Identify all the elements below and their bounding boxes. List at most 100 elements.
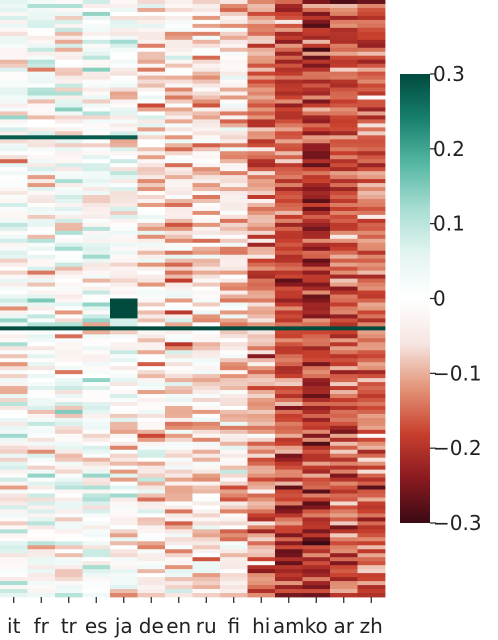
heatmap-cell [220,513,248,518]
heatmap-cell [220,31,248,37]
heatmap-cell [247,334,276,339]
heatmap-cell [0,322,28,327]
heatmap-cell [302,473,331,478]
heatmap-cell [82,151,111,156]
heatmap-cell [302,370,331,375]
heatmap-cell [0,330,28,335]
heatmap-cell [357,517,386,522]
heatmap-cell [357,370,386,375]
heatmap-cell [192,549,221,554]
heatmap-cell [55,11,83,17]
heatmap-cell [137,501,166,506]
heatmap-cell [275,346,303,351]
colorbar [400,74,430,523]
heatmap-cell [302,115,331,120]
heatmap-cell [247,330,276,335]
heatmap-cell [330,167,358,172]
heatmap-cell [357,79,386,84]
heatmap-cell [27,501,56,506]
heatmap-cell [302,405,331,411]
heatmap-cell [27,473,56,478]
heatmap-cell [192,187,221,192]
heatmap-cell [302,155,331,160]
heatmap-cell [137,362,166,367]
heatmap-cell [165,35,193,41]
heatmap-cell [55,119,83,124]
heatmap-cell [302,87,331,92]
heatmap-cell [247,421,276,427]
heatmap-cell [247,453,276,459]
heatmap-cell [110,417,138,423]
heatmap-cell [27,187,56,192]
heatmap-cell [357,111,386,116]
heatmap-cell [247,139,276,144]
heatmap-cell [55,358,83,363]
heatmap-cell [192,437,221,443]
heatmap-cell [0,262,28,268]
heatmap-cell [27,111,56,116]
heatmap-cell [27,226,56,232]
heatmap-cell [27,103,56,108]
heatmap-cell [302,501,331,506]
heatmap-cell [137,191,166,196]
heatmap-cell [0,171,28,176]
heatmap-cell [82,123,111,128]
heatmap-cell [220,394,248,399]
heatmap-cell [357,202,386,208]
heatmap-cell [247,95,276,100]
heatmap-cell [275,370,303,375]
x-tick-label: ar [334,614,355,638]
heatmap-cell [110,481,138,486]
heatmap-cell [137,541,166,546]
heatmap-cell [110,191,138,196]
colorbar-axis: 0.30.20.10−0.1−0.2−0.3 [430,62,482,535]
heatmap-cell [357,394,386,399]
heatmap-cell [0,59,28,65]
heatmap-cell [247,266,276,272]
heatmap-cell [110,143,138,148]
heatmap-cell [82,274,111,279]
heatmap-cell [0,226,28,232]
heatmap-cell [165,429,193,435]
heatmap-cell [165,274,193,279]
heatmap-cell [357,413,386,419]
heatmap-cell [247,585,276,590]
heatmap-cell [137,199,166,204]
heatmap-cell [220,79,248,84]
heatmap-cell [220,127,248,132]
heatmap-cell [110,493,138,498]
heatmap-cell [82,187,111,192]
heatmap-cell [220,0,248,5]
heatmap-cell [110,465,138,471]
heatmap-cell [192,505,221,510]
heatmap-cell [220,278,248,283]
heatmap-cell [137,473,166,478]
heatmap-cell [302,107,331,112]
heatmap-cell [302,147,331,152]
heatmap-cell [330,437,358,443]
heatmap-cell [247,581,276,586]
heatmap-cell [82,226,111,232]
heatmap-cell [0,318,28,323]
heatmap-cell [357,529,386,534]
heatmap-cell [192,262,221,268]
heatmap-cell [220,210,248,216]
heatmap-cell [275,521,303,526]
heatmap-cell [357,195,386,200]
heatmap-cell [330,565,358,570]
heatmap-cell [165,262,193,268]
heatmap-cell [275,509,303,514]
heatmap-cell [275,549,303,554]
heatmap-cell [0,139,28,144]
heatmap-cell [82,409,111,415]
heatmap-cell [192,485,221,490]
heatmap-cell [275,465,303,471]
heatmap-cell [27,222,56,228]
heatmap-cell [0,517,28,522]
heatmap-cell [82,127,111,132]
heatmap-cell [247,262,276,268]
heatmap-cell [247,51,276,57]
heatmap-cell [220,139,248,144]
heatmap-cell [220,465,248,471]
heatmap-cell [220,322,248,327]
